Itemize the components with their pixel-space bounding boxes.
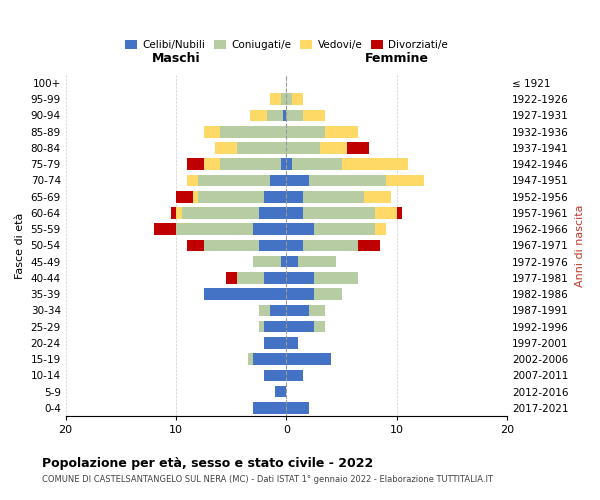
Bar [314, 224, 375, 235]
Bar [265, 272, 286, 283]
Bar [187, 158, 203, 170]
Bar [259, 240, 286, 252]
Bar [176, 191, 193, 202]
Text: Popolazione per età, sesso e stato civile - 2022: Popolazione per età, sesso e stato civil… [42, 458, 373, 470]
Bar [286, 224, 314, 235]
Bar [275, 386, 286, 398]
Bar [176, 207, 182, 219]
Bar [182, 207, 259, 219]
Text: Femmine: Femmine [365, 52, 429, 65]
Bar [375, 224, 386, 235]
Bar [286, 142, 320, 154]
Bar [270, 94, 281, 105]
Bar [220, 158, 281, 170]
Bar [259, 321, 265, 332]
Bar [270, 174, 286, 186]
Bar [259, 207, 286, 219]
Bar [248, 354, 253, 365]
Bar [286, 94, 292, 105]
Y-axis label: Fasce di età: Fasce di età [15, 212, 25, 278]
Bar [286, 191, 303, 202]
Bar [286, 321, 314, 332]
Bar [176, 224, 253, 235]
Bar [281, 256, 286, 268]
Bar [320, 142, 347, 154]
Bar [286, 207, 303, 219]
Bar [265, 370, 286, 381]
Bar [265, 321, 286, 332]
Bar [308, 304, 325, 316]
Bar [303, 207, 375, 219]
Bar [170, 207, 176, 219]
Y-axis label: Anni di nascita: Anni di nascita [575, 204, 585, 286]
Bar [286, 288, 314, 300]
Bar [303, 240, 358, 252]
Bar [253, 256, 281, 268]
Bar [198, 191, 265, 202]
Bar [314, 272, 358, 283]
Bar [298, 256, 336, 268]
Bar [286, 110, 303, 122]
Bar [308, 174, 386, 186]
Bar [375, 207, 397, 219]
Bar [303, 191, 364, 202]
Bar [250, 110, 266, 122]
Bar [397, 207, 403, 219]
Bar [281, 94, 286, 105]
Bar [198, 174, 270, 186]
Bar [286, 158, 292, 170]
Bar [283, 110, 286, 122]
Bar [386, 174, 424, 186]
Bar [237, 272, 265, 283]
Bar [364, 191, 391, 202]
Bar [286, 272, 314, 283]
Bar [341, 158, 408, 170]
Bar [203, 288, 286, 300]
Text: Maschi: Maschi [152, 52, 200, 65]
Bar [203, 240, 259, 252]
Bar [286, 126, 325, 138]
Bar [292, 158, 341, 170]
Bar [303, 110, 325, 122]
Bar [253, 224, 286, 235]
Bar [325, 126, 358, 138]
Bar [286, 240, 303, 252]
Bar [259, 304, 270, 316]
Bar [292, 94, 303, 105]
Bar [314, 288, 341, 300]
Bar [358, 240, 380, 252]
Bar [187, 240, 203, 252]
Bar [154, 224, 176, 235]
Bar [270, 304, 286, 316]
Bar [314, 321, 325, 332]
Bar [286, 174, 308, 186]
Bar [347, 142, 369, 154]
Bar [253, 354, 286, 365]
Bar [226, 272, 237, 283]
Bar [286, 304, 308, 316]
Bar [286, 370, 303, 381]
Legend: Celibi/Nubili, Coniugati/e, Vedovi/e, Divorziati/e: Celibi/Nubili, Coniugati/e, Vedovi/e, Di… [121, 36, 452, 54]
Text: COMUNE DI CASTELSANTANGELO SUL NERA (MC) - Dati ISTAT 1° gennaio 2022 - Elaboraz: COMUNE DI CASTELSANTANGELO SUL NERA (MC)… [42, 475, 493, 484]
Bar [286, 256, 298, 268]
Bar [237, 142, 286, 154]
Bar [281, 158, 286, 170]
Bar [187, 174, 198, 186]
Bar [266, 110, 283, 122]
Bar [253, 402, 286, 413]
Bar [265, 337, 286, 348]
Bar [265, 191, 286, 202]
Bar [203, 126, 220, 138]
Bar [220, 126, 286, 138]
Bar [203, 158, 220, 170]
Bar [286, 354, 331, 365]
Bar [193, 191, 198, 202]
Bar [215, 142, 237, 154]
Bar [286, 402, 308, 413]
Bar [286, 337, 298, 348]
